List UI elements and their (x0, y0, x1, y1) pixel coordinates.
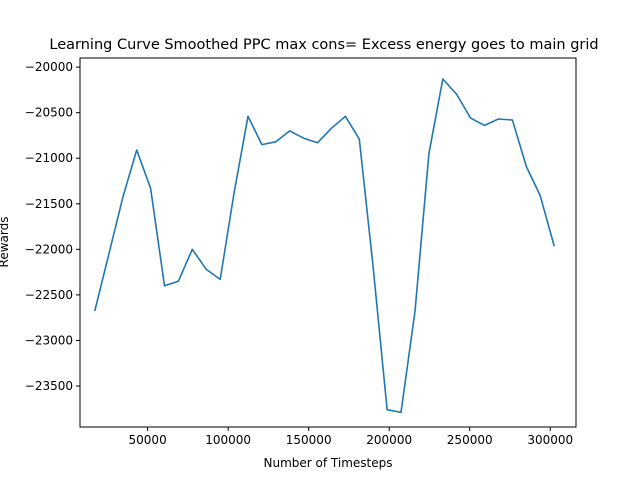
x-tick-label: 250000 (447, 433, 493, 447)
x-tick-label: 200000 (366, 433, 412, 447)
y-tick-label: −23500 (25, 379, 73, 393)
x-tick-label: 150000 (286, 433, 332, 447)
plot-area (79, 57, 577, 428)
y-axis-label: Rewards (0, 217, 11, 268)
x-axis: 50000 100000 150000 200000 250000 300000 (129, 427, 573, 447)
y-tick-label: −22000 (25, 242, 73, 256)
y-tick-label: −22500 (25, 288, 73, 302)
x-axis-label: Number of Timesteps (264, 456, 393, 470)
y-tick-label: −21500 (25, 197, 73, 211)
series-line (94, 78, 555, 414)
y-tick-label: −21000 (25, 151, 73, 165)
y-axis: −20000 −20500 −21000 −21500 −22000 −22500 −230… (25, 60, 80, 393)
plot-frame (79, 57, 577, 428)
x-tick-label: 100000 (205, 433, 251, 447)
x-tick-label: 50000 (129, 433, 167, 447)
x-tick-label: 300000 (527, 433, 573, 447)
y-tick-label: −20000 (25, 60, 73, 74)
chart-title: Learning Curve Smoothed PPC max cons= Ex… (49, 37, 598, 53)
y-tick-label: −23000 (25, 333, 73, 347)
y-tick-label: −20500 (25, 106, 73, 120)
